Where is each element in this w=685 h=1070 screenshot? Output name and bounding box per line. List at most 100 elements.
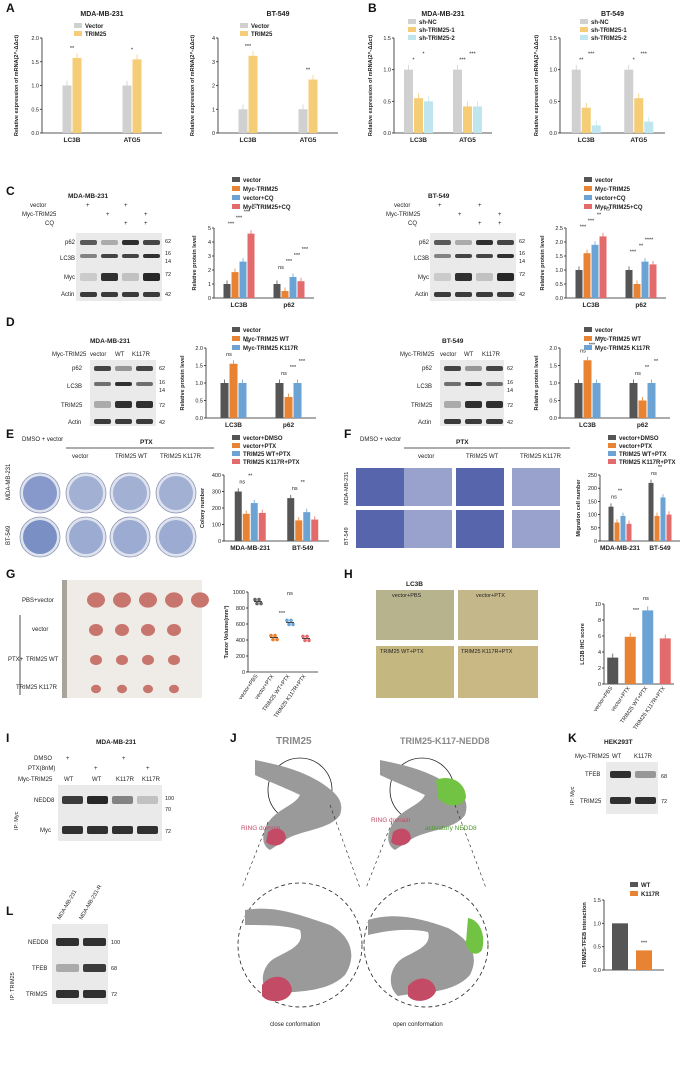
chart-bar: [132, 59, 142, 133]
chart-significance: **: [248, 474, 253, 480]
panel-label-B: B: [368, 1, 377, 15]
colony-stain: [69, 476, 103, 510]
chart-significance: *: [633, 58, 636, 64]
h-tile: [458, 646, 538, 698]
h-title: LC3B: [406, 581, 423, 588]
chart-point: [257, 597, 261, 602]
chart-significance: ***: [252, 204, 259, 210]
chart-point: [255, 601, 259, 606]
chart-significance: ***: [279, 611, 286, 617]
chart-significance: ns: [651, 471, 657, 477]
panel-label-E: E: [6, 427, 14, 441]
legend-label: TRIM25: [251, 32, 273, 38]
chart-significance: ***: [286, 259, 293, 265]
c-sign: +: [124, 203, 128, 209]
h-tile-label: vector+PTX: [476, 593, 505, 599]
chart-tick-label: 0.5: [383, 99, 391, 105]
blot-band: [434, 254, 451, 258]
chart-point: [273, 633, 277, 638]
migration-stain: [356, 510, 404, 548]
c-row2-right: Myc-TRIM25: [386, 212, 421, 218]
legend-label: sh-TRIM25-2: [419, 36, 455, 42]
blot-band: [137, 826, 158, 834]
blot-band: [497, 292, 514, 297]
chart-category-label: LC3B: [579, 422, 596, 429]
blot-band: [136, 419, 153, 424]
panel-label-K: K: [568, 731, 577, 745]
chart-tick-label: 2.5: [555, 226, 563, 232]
colony-stain: [23, 520, 57, 554]
mw-marker: 42: [507, 420, 513, 426]
colony-stain: [69, 520, 103, 554]
chart-bar: [414, 98, 423, 133]
c-row1-right: vector: [394, 203, 410, 209]
j-ring-detail-left: [262, 976, 292, 1002]
k-row: Myc-TRIM25: [575, 754, 610, 760]
mw-marker: 72: [165, 272, 171, 278]
chart-significance: ***: [290, 365, 297, 371]
chart-significance: **: [618, 489, 623, 495]
blot-band: [444, 419, 461, 424]
chart-tick-label: 1: [208, 282, 211, 288]
e-row-label: BT-549: [6, 525, 12, 545]
d-blot-label: Actin: [418, 420, 431, 426]
chart-tick-label: 1.0: [549, 381, 557, 387]
chart-category-label: ATG5: [630, 137, 647, 144]
blot-band: [122, 292, 139, 297]
c-row3-right: CQ: [408, 221, 417, 227]
chart-y-label: Relative expression of mRNA(2^-ΔΔct): [534, 35, 540, 136]
chart-category-label: LC3B: [410, 137, 427, 144]
legend-swatch: [408, 35, 416, 40]
tumor: [117, 684, 127, 694]
f-lane: TRIM25 WT: [466, 454, 499, 460]
blot-band: [94, 366, 111, 371]
j-title-2: TRIM25-K117-NEDD8: [400, 736, 490, 746]
blot-band: [101, 292, 118, 297]
chart-bar: [295, 520, 303, 541]
legend-swatch: [584, 204, 592, 209]
chart-bar: [607, 657, 619, 684]
static-layer: A B C D E F G H I J K L MDA-MB-231 vecto…: [6, 1, 667, 1028]
blot-band: [62, 796, 83, 804]
chart-bar: [583, 360, 592, 418]
j-zoom-detail-right: [363, 882, 489, 1008]
legend-label: vector: [243, 178, 262, 184]
chart-tick-label: 300: [212, 490, 221, 496]
blot-band: [112, 796, 133, 804]
blot-band: [94, 419, 111, 424]
f-lane: vector: [418, 454, 434, 460]
blot-band: [80, 254, 97, 258]
j-zoom-detail-left: [237, 882, 363, 1008]
blot-band: [56, 938, 79, 946]
chart-significance: ***: [598, 336, 605, 342]
chart-bar: [666, 514, 672, 541]
chart-tick-label: 1.5: [549, 36, 557, 42]
chart-tick-label: 0.0: [31, 131, 39, 137]
chart-tick-label: 1.5: [31, 60, 39, 66]
legend-swatch: [74, 23, 82, 28]
blot-band: [465, 366, 482, 371]
chart-bar: [642, 610, 654, 684]
blot-band: [434, 292, 451, 297]
blot-band: [136, 382, 153, 386]
tumor: [168, 654, 180, 666]
c-row1-left: vector: [30, 203, 46, 209]
g-row-label: TRIM25 WT: [26, 657, 59, 663]
chart-tick-label: 4: [212, 36, 215, 42]
blot-band: [101, 254, 118, 258]
panel-label-G: G: [6, 567, 15, 581]
chart-category-label: BT-549: [292, 545, 314, 552]
chart-bar: [62, 85, 72, 133]
i-sign: +: [66, 756, 70, 762]
blot-band: [635, 797, 656, 804]
chart-point: [259, 601, 263, 606]
chart-bar: [122, 85, 132, 133]
tumor: [91, 684, 101, 694]
blot-band: [115, 366, 132, 371]
legend-swatch: [74, 31, 82, 36]
d-lane: vector: [90, 352, 106, 358]
chart-significance: ***: [236, 216, 243, 222]
h-tile: [458, 590, 538, 640]
d-blot-label: p62: [72, 366, 83, 372]
j-nedd8-detail-right: [466, 918, 484, 954]
